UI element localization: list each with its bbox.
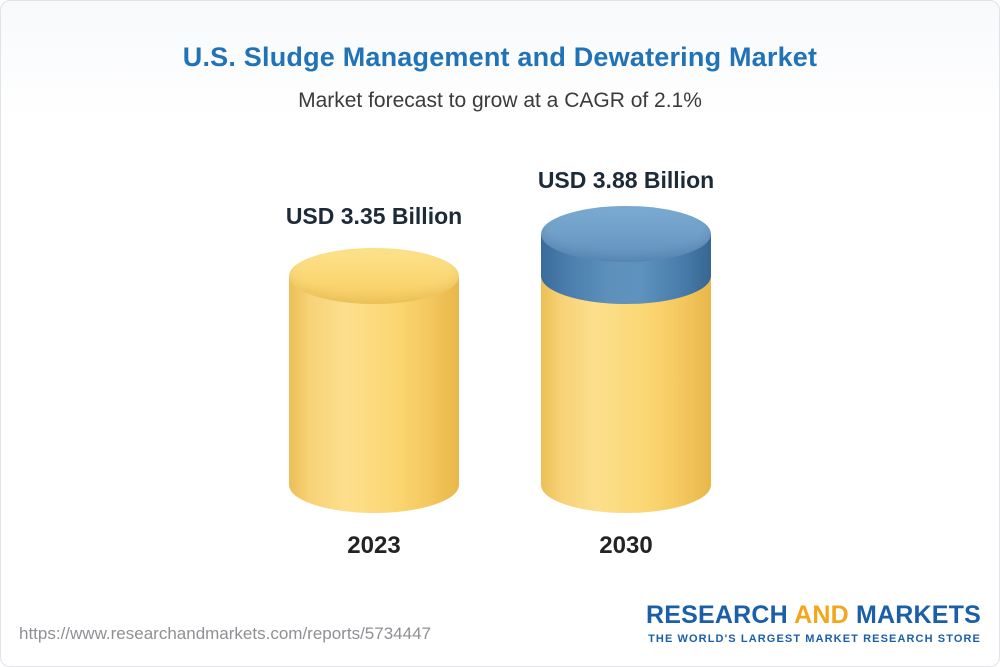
logo-word-markets: MARKETS <box>855 601 981 629</box>
cylinder-2023-body <box>289 276 459 513</box>
logo-tagline: THE WORLD'S LARGEST MARKET RESEARCH STOR… <box>648 633 981 645</box>
cylinder-2030 <box>541 206 711 513</box>
value-label-2023: USD 3.35 Billion <box>285 203 463 229</box>
report-url: https://www.researchandmarkets.com/repor… <box>19 624 431 643</box>
category-label-2030: 2030 <box>599 532 653 559</box>
cylinder-2023 <box>289 248 459 513</box>
logo-wordmark: RESEARCH AND MARKETS <box>646 601 981 630</box>
cylinder-2030-base-body <box>541 276 711 513</box>
category-label-2023: 2023 <box>347 532 401 559</box>
page-title: U.S. Sludge Management and Dewatering Ma… <box>182 42 818 72</box>
growth-cap <box>541 206 711 304</box>
logo-word-and: AND <box>794 601 849 629</box>
chart-subtitle: Market forecast to grow at a CAGR of 2.1… <box>298 89 702 112</box>
value-label-2030: USD 3.88 Billion <box>537 167 715 193</box>
growth-cap-top-face <box>541 206 711 262</box>
cylinder-2023-top-face <box>289 248 459 304</box>
research-and-markets-logo: RESEARCH AND MARKETS THE WORLD'S LARGEST… <box>646 601 981 645</box>
logo-word-research: RESEARCH <box>645 601 788 629</box>
